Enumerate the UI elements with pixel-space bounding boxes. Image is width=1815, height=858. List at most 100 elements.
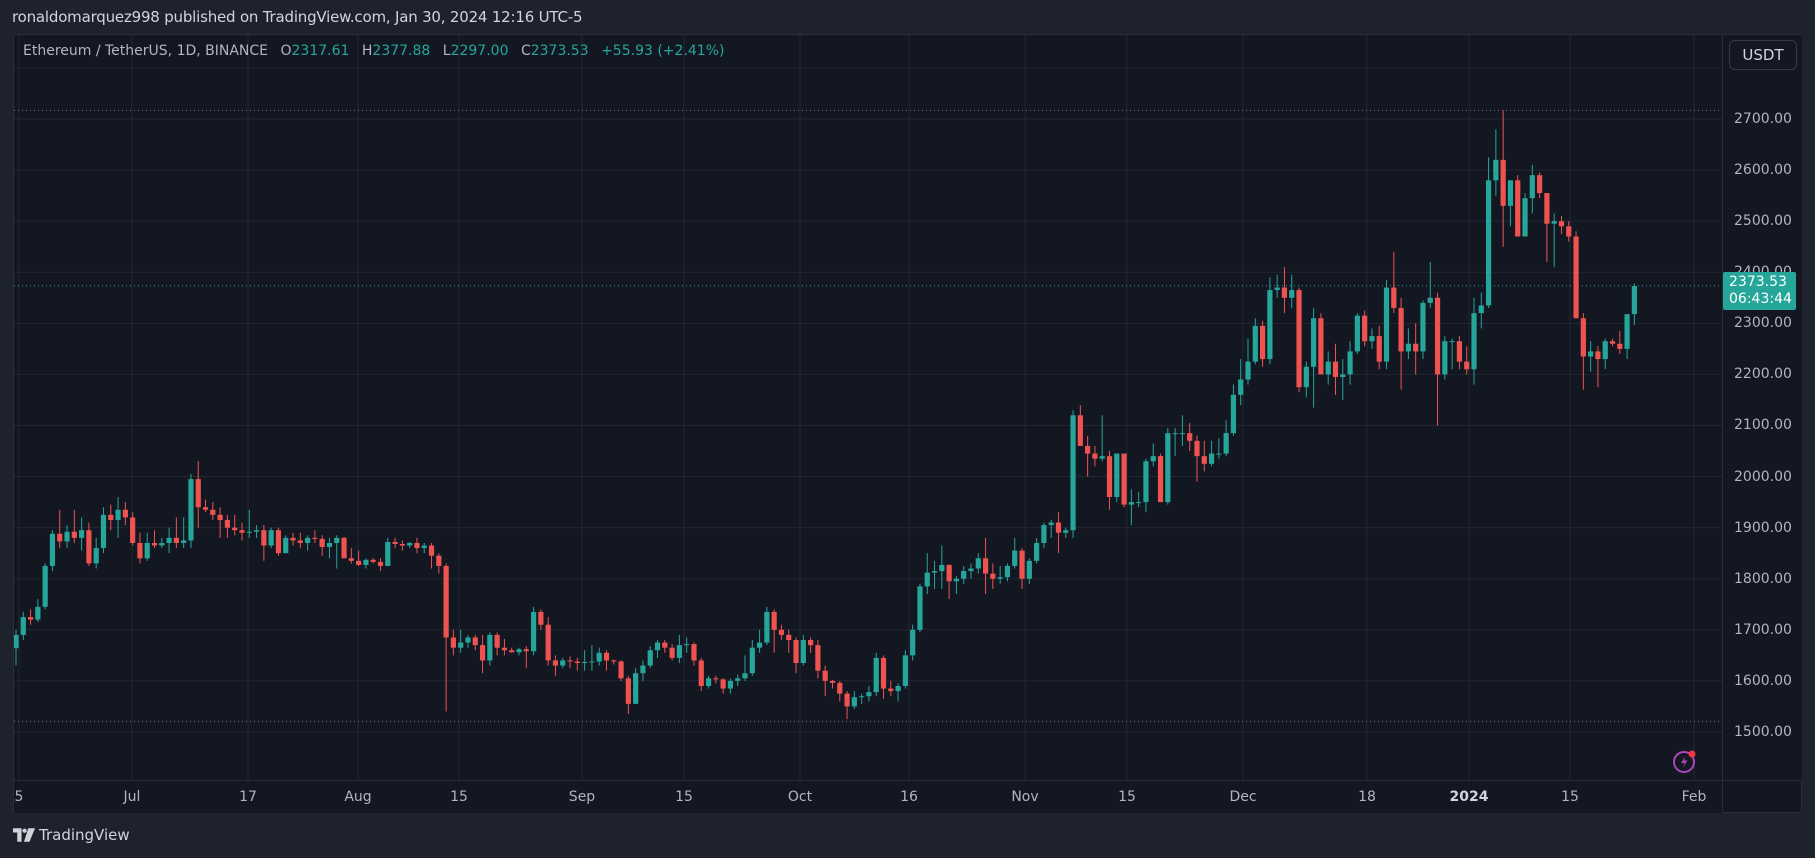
candle	[1267, 277, 1273, 365]
candle	[530, 606, 537, 656]
candle	[261, 525, 267, 561]
candle	[1478, 292, 1484, 329]
candle	[232, 514, 238, 536]
candle	[1456, 336, 1463, 370]
candle	[1617, 330, 1623, 354]
price-label: 1800.00	[1734, 570, 1792, 587]
candle	[1362, 310, 1368, 347]
candle	[399, 540, 405, 551]
candle	[1413, 323, 1419, 375]
candle	[1507, 180, 1514, 227]
candle	[501, 638, 508, 656]
time-label: 15	[675, 789, 693, 805]
change-value: +55.93 (+2.41%)	[601, 43, 725, 59]
candle	[1332, 343, 1339, 395]
candle	[1580, 313, 1586, 390]
candle	[173, 517, 179, 549]
candle	[1172, 428, 1178, 457]
candle	[1157, 453, 1164, 503]
candle	[582, 650, 588, 671]
candle	[1259, 320, 1266, 367]
candle	[1216, 438, 1222, 459]
candle	[494, 632, 500, 656]
candle	[1624, 314, 1630, 360]
candle	[71, 509, 77, 543]
candle	[1303, 361, 1309, 398]
price-axis[interactable]: USDT 2700.002600.002500.002400.002300.00…	[1722, 35, 1802, 780]
candle	[997, 565, 1003, 584]
candle	[939, 545, 945, 589]
price-label: 1900.00	[1734, 519, 1792, 536]
candle	[472, 634, 478, 651]
candle	[968, 563, 974, 579]
candle	[137, 532, 143, 564]
candle	[1325, 351, 1331, 385]
candle	[1537, 172, 1543, 199]
candle	[844, 691, 850, 720]
candle	[640, 660, 646, 681]
candle	[574, 657, 580, 671]
candle	[1485, 157, 1492, 308]
candle	[27, 609, 34, 625]
candle	[436, 553, 442, 574]
candle	[1026, 558, 1032, 584]
candle	[392, 537, 398, 549]
chart-pane[interactable]: Ethereum / TetherUS, 1D, BINANCE O2317.6…	[14, 35, 1722, 780]
symbol-title[interactable]: Ethereum / TetherUS, 1D, BINANCE	[23, 43, 269, 59]
candle	[144, 532, 150, 561]
candle	[1515, 175, 1521, 237]
close-value: 2373.53	[530, 43, 589, 59]
candle	[727, 678, 734, 694]
candle	[720, 678, 726, 694]
candle	[1588, 341, 1594, 372]
last-price: 2373.53	[1729, 273, 1787, 290]
candle	[603, 650, 610, 671]
candle	[1165, 428, 1171, 505]
candle	[880, 655, 887, 699]
candle	[1449, 338, 1455, 370]
candle	[1369, 328, 1375, 349]
candle	[487, 632, 493, 666]
candle	[1566, 221, 1572, 242]
candlestick-plot[interactable]	[14, 35, 1722, 780]
candle	[1405, 328, 1411, 360]
candle	[1376, 325, 1382, 370]
candle	[1420, 300, 1426, 360]
candle	[1136, 491, 1142, 508]
lightning-alert-icon[interactable]	[1672, 748, 1698, 774]
candle	[450, 629, 456, 656]
low-value: 2297.00	[450, 43, 509, 59]
tradingview-mark-icon	[13, 828, 35, 842]
candle	[188, 474, 194, 549]
candle	[822, 665, 828, 697]
candle	[1347, 341, 1353, 385]
candle	[305, 535, 311, 551]
time-axis[interactable]: 5 Jul 17 Aug 15 Sep 15 Oct 16 Nov 15 Dec 18 2024 15 Feb	[14, 780, 1722, 813]
candle	[363, 558, 369, 569]
price-label: 2700.00	[1734, 111, 1792, 127]
candle	[1034, 537, 1040, 564]
price-label: 2200.00	[1734, 366, 1792, 383]
candle	[910, 624, 916, 661]
candle	[516, 647, 522, 656]
candle	[20, 611, 26, 641]
price-label: 2100.00	[1734, 417, 1792, 434]
candle	[611, 659, 617, 665]
candle	[567, 656, 573, 669]
candle	[705, 675, 712, 689]
tradingview-logo[interactable]: TradingView	[13, 826, 130, 844]
candle	[1427, 262, 1433, 308]
candle	[837, 680, 843, 702]
candle	[268, 527, 274, 549]
candle	[407, 541, 413, 549]
candle	[1544, 193, 1550, 263]
candle	[195, 461, 201, 528]
candle	[990, 563, 996, 589]
symbol-legend: Ethereum / TetherUS, 1D, BINANCE O2317.6…	[23, 43, 725, 59]
currency-button[interactable]: USDT	[1729, 40, 1797, 70]
candle	[1092, 445, 1098, 467]
candle	[1106, 451, 1113, 510]
candle	[159, 537, 165, 549]
candle	[202, 499, 209, 513]
candle	[596, 647, 602, 666]
